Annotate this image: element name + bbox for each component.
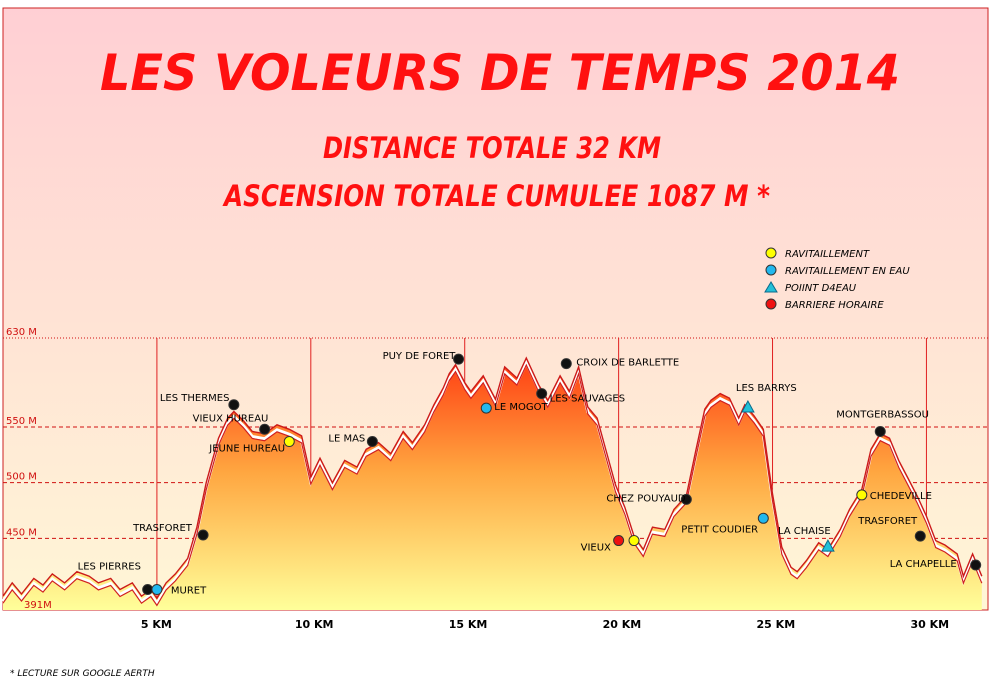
km-tick-label: 20 KM [603, 618, 642, 631]
waypoint-label: LE MAS [328, 434, 365, 445]
waypoint-marker [536, 388, 548, 400]
profile-line [2, 356, 983, 600]
waypoint-label: CHEDEVILLE [870, 491, 932, 502]
waypoint-label: CROIX DE BARLETTE [576, 358, 679, 369]
waypoint-marker [613, 535, 625, 547]
waypoint-marker [259, 423, 271, 435]
km-tick-label: 5 KM [141, 618, 172, 631]
elevation-label: 550 M [6, 416, 37, 427]
waypoint-label: TRASFORET [857, 516, 918, 527]
waypoint-marker [366, 436, 378, 448]
legend: RAVITAILLEMENT RAVITAILLEMENT EN EAU POIIN… [764, 247, 910, 311]
elevation-label: 450 M [6, 527, 37, 538]
ascent-line: ASCENSION TOTALE CUMULEE 1087 M * [222, 179, 770, 213]
waypoint-marker [560, 358, 572, 370]
legend-label-point: POIINT D4EAU [785, 283, 857, 294]
waypoint-label: LES SAUVAGES [550, 394, 625, 405]
waypoint-marker [628, 535, 640, 547]
waypoint-label: TRASFORET [132, 523, 193, 534]
km-tick-label: 30 KM [910, 618, 949, 631]
profile-shadow-line [2, 363, 983, 607]
footnote: * LECTURE SUR GOOGLE AERTH [10, 669, 155, 679]
waypoints: LES PIERRES MURET TRASFORET LES THERMES VIEU… [78, 351, 982, 597]
waypoint-marker [197, 529, 209, 541]
waypoint-marker [283, 436, 295, 448]
waypoint-label: LES BARRYS [736, 383, 797, 394]
waypoint-label: LE MOGOT [494, 402, 548, 413]
waypoint-marker [680, 493, 692, 505]
waypoint-marker [453, 353, 465, 365]
waypoint-label: LA CHAPELLE [890, 559, 957, 570]
waypoint-label: MONTGERBASSOU [836, 409, 929, 420]
waypoint-label: LA CHAISE [778, 526, 831, 537]
water-point-marker [741, 399, 755, 413]
waypoint-marker [757, 512, 769, 524]
legend-marker-ravito [765, 247, 777, 259]
waypoint-label: PETIT COUDIER [681, 524, 758, 535]
waypoint-label: CHEZ POUYAUD [606, 493, 686, 504]
waypoint-marker [970, 559, 982, 571]
waypoint-label: LES THERMES [160, 393, 230, 404]
waypoint-label: VIEUX HUREAU [193, 413, 269, 424]
water-point-marker [821, 539, 835, 552]
legend-marker-eau [765, 264, 777, 276]
km-tick-label: 10 KM [295, 618, 334, 631]
legend-label-eau: RAVITAILLEMENT EN EAU [785, 266, 910, 277]
waypoint-marker [142, 584, 154, 596]
waypoint-label: LES PIERRES [78, 562, 141, 573]
km-tick-label: 25 KM [757, 618, 796, 631]
waypoint-marker [874, 425, 886, 437]
legend-marker-barriere [765, 298, 777, 310]
legend-label-barriere: BARRIERE HORAIRE [785, 300, 884, 311]
waypoint-label: MURET [171, 586, 207, 597]
poster-title: LES VOLEURS DE TEMPS 2014 [100, 44, 900, 102]
waypoint-label: JEUNE HUREAU [208, 444, 285, 455]
distance-line: DISTANCE TOTALE 32 KM [323, 131, 661, 165]
waypoint-marker [480, 402, 492, 414]
waypoint-marker [228, 399, 240, 411]
legend-label-ravito: RAVITAILLEMENT [785, 249, 870, 260]
waypoint-marker [914, 530, 926, 542]
waypoint-marker [151, 584, 163, 596]
legend-marker-point [764, 281, 778, 293]
waypoint-label: PUY DE FORET [383, 351, 457, 362]
km-tick-label: 15 KM [449, 618, 488, 631]
elevation-label: 391M [24, 600, 52, 611]
elevation-label: 630 M [6, 327, 37, 338]
waypoint-label: VIEUX [581, 543, 611, 554]
chart-axes: 630 M 550 M 500 M 450 M 391M 5 KM 10 KM 15 KM 20… [6, 327, 949, 631]
waypoint-marker [856, 489, 868, 501]
elevation-label: 500 M [6, 472, 37, 483]
